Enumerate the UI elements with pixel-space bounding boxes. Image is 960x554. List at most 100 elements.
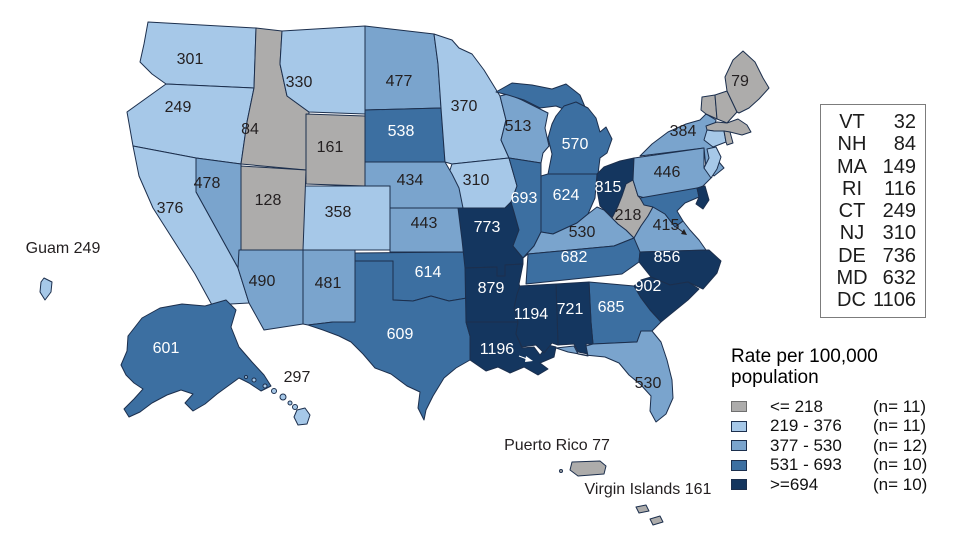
state-value-label-tx: 609 bbox=[387, 326, 414, 343]
legend-swatch-icon bbox=[731, 479, 747, 491]
table-row-ri: RI 116 bbox=[830, 179, 916, 199]
state-mt-shape bbox=[279, 25, 366, 115]
legend-item-4: 531 - 693 (n= 10) bbox=[731, 455, 946, 476]
state-abbr: DE bbox=[838, 244, 866, 267]
state-value-label-hi: 297 bbox=[284, 369, 311, 386]
legend-swatch-icon bbox=[731, 401, 747, 413]
legend-range-label: <= 218 bbox=[770, 396, 823, 416]
state-value-label-ga: 685 bbox=[598, 299, 625, 316]
state-value-label-ca: 376 bbox=[157, 200, 184, 217]
state-value-label-ny: 384 bbox=[670, 123, 697, 140]
territory-label-virgin-islands: Virgin Islands 161 bbox=[585, 481, 712, 498]
state-value-label-va: 415 bbox=[653, 217, 680, 234]
state-value-label-ms: 1194 bbox=[514, 306, 549, 323]
state-value-label-mo: 773 bbox=[474, 219, 501, 236]
state-value: 84 bbox=[893, 133, 916, 156]
state-value-label-pa: 446 bbox=[654, 164, 681, 181]
state-fl-shape bbox=[555, 330, 674, 423]
state-value: 116 bbox=[884, 177, 916, 200]
legend-swatch-icon bbox=[731, 459, 747, 471]
state-value-label-mt: 330 bbox=[286, 74, 313, 91]
state-value-label-nc: 856 bbox=[654, 249, 681, 266]
table-row-vt: VT 32 bbox=[830, 112, 916, 132]
state-value: 1106 bbox=[872, 289, 916, 311]
table-row-dc: DC 1106 bbox=[830, 290, 916, 310]
legend-item-3: 377 - 530 (n= 12) bbox=[731, 436, 946, 456]
state-value-label-fl: 530 bbox=[635, 375, 662, 392]
state-value-label-nm: 481 bbox=[315, 275, 342, 292]
state-nh-shape bbox=[714, 90, 738, 124]
state-abbr: CT bbox=[838, 200, 866, 222]
territory-label-guam: Guam 249 bbox=[26, 240, 101, 257]
legend-title: Rate per 100,000 population bbox=[731, 346, 946, 388]
table-row-ma: MA 149 bbox=[830, 157, 916, 177]
state-value-label-il: 693 bbox=[511, 190, 538, 207]
state-me-shape bbox=[724, 50, 770, 114]
table-row-md: MD 632 bbox=[830, 268, 916, 288]
state-tx-shape bbox=[307, 260, 471, 421]
state-value-label-az: 490 bbox=[249, 273, 276, 290]
state-value-label-sd: 538 bbox=[388, 123, 415, 140]
state-abbr: VT bbox=[839, 111, 865, 133]
state-abbr: MD bbox=[836, 266, 868, 289]
state-value: 32 bbox=[893, 111, 916, 133]
state-value-label-ia: 310 bbox=[463, 172, 490, 189]
state-value-label-ak: 601 bbox=[153, 340, 180, 357]
states-layer bbox=[120, 21, 770, 426]
state-value-label-ok: 614 bbox=[415, 264, 442, 281]
state-value-label-al: 721 bbox=[557, 301, 584, 318]
legend-range-label: 219 - 376 bbox=[770, 416, 842, 436]
state-mi-shape bbox=[547, 101, 613, 175]
state-value-label-nv: 478 bbox=[194, 175, 221, 192]
state-nc-shape bbox=[638, 249, 722, 290]
territories-layer bbox=[39, 277, 664, 526]
state-value-label-wy: 161 bbox=[317, 139, 344, 156]
state-abbr: MA bbox=[837, 155, 867, 178]
territory-puerto-rico-shape bbox=[559, 460, 607, 477]
state-value: 149 bbox=[882, 155, 916, 178]
state-value-label-wv: 218 bbox=[615, 207, 642, 224]
state-value: 249 bbox=[882, 200, 916, 222]
legend-item-1: <= 218 (n= 11) bbox=[731, 397, 946, 417]
table-row-nj: NJ 310 bbox=[830, 223, 916, 243]
state-value-label-ar: 879 bbox=[478, 280, 505, 297]
state-value: 736 bbox=[882, 244, 916, 267]
legend-count-label: (n= 12) bbox=[873, 435, 928, 455]
legend-count-label: (n= 11) bbox=[873, 416, 927, 436]
state-value-label-ky: 530 bbox=[569, 224, 596, 241]
dc-callout-arrowhead bbox=[681, 229, 687, 235]
state-value-label-in: 624 bbox=[553, 187, 580, 204]
state-al-shape bbox=[555, 281, 594, 355]
state-ri-shape bbox=[723, 130, 734, 146]
state-value-label-wa: 301 bbox=[177, 51, 204, 68]
state-nd-shape bbox=[364, 25, 442, 111]
state-value-label-oh: 815 bbox=[595, 179, 622, 196]
table-row-de: DE 736 bbox=[830, 246, 916, 266]
legend-item-5: >=694 (n= 10) bbox=[731, 475, 946, 495]
map-labels-layer: 301 249 376 478 84 330 161 128 358 490 481 477 538 43… bbox=[26, 51, 749, 498]
state-value: 632 bbox=[882, 266, 916, 289]
state-abbr: RI bbox=[842, 177, 862, 200]
legend-range-label: 531 - 693 bbox=[770, 455, 842, 475]
state-ak-shape bbox=[120, 299, 272, 418]
legend-count-label: (n= 11) bbox=[873, 396, 927, 416]
state-value-label-ut: 128 bbox=[255, 192, 282, 209]
table-row-nh: NH 84 bbox=[830, 134, 916, 154]
legend-rows: <= 218 (n= 11) 219 - 376 (n= 11) 377 - 530 (n… bbox=[731, 397, 946, 495]
legend-count-label: (n= 10) bbox=[873, 474, 928, 494]
legend-title-line1: Rate per 100,000 bbox=[731, 346, 878, 367]
dc-callout-arrow bbox=[675, 226, 684, 233]
state-value-label-sc: 902 bbox=[635, 278, 662, 295]
table-row-ct: CT 249 bbox=[830, 201, 916, 221]
state-az-shape bbox=[237, 249, 304, 331]
legend-count-label: (n= 10) bbox=[873, 455, 928, 475]
state-abbr: NJ bbox=[839, 222, 865, 245]
legend-range-label: 377 - 530 bbox=[770, 435, 842, 455]
state-nj-shape bbox=[703, 146, 722, 179]
state-wi-shape bbox=[499, 93, 550, 164]
state-value-label-id: 84 bbox=[241, 121, 259, 138]
small-states-table: VT 32 NH 84 MA 149 RI 116 CT 249 NJ 310 DE 736 MD 632 DC… bbox=[820, 104, 926, 318]
callout-arrows bbox=[518, 226, 687, 362]
legend: Rate per 100,000 population <= 218 (n= 11… bbox=[731, 346, 946, 495]
